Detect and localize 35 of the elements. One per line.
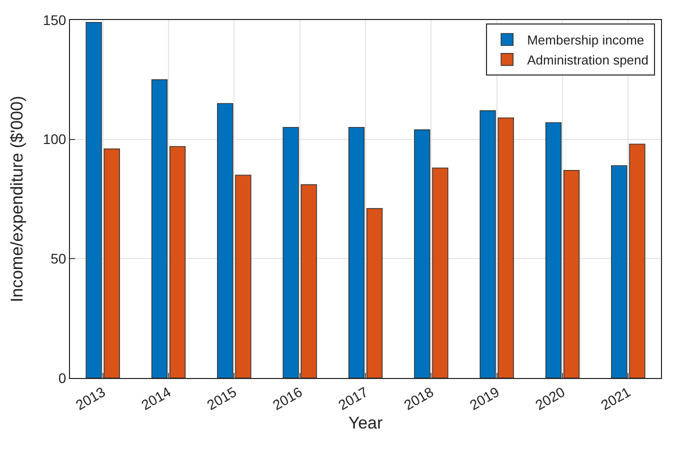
y-axis-title: Income/expenditure ($'000) — [7, 96, 26, 302]
bar — [151, 79, 168, 378]
legend-label: Membership income — [527, 32, 644, 48]
bar — [104, 148, 120, 378]
x-tick-label: 2016 — [270, 384, 306, 414]
bar — [498, 117, 514, 378]
x-tick-label: 2014 — [138, 384, 174, 414]
bar — [629, 144, 646, 378]
y-tick-label: 0 — [58, 370, 66, 386]
bar — [432, 168, 448, 378]
bar — [366, 208, 383, 378]
x-tick-label: 2019 — [466, 384, 502, 414]
bar — [545, 122, 562, 378]
bar — [282, 127, 299, 378]
bar — [217, 103, 234, 378]
bar — [480, 110, 496, 378]
x-tick-label: 2020 — [532, 384, 568, 414]
bar — [86, 22, 102, 378]
bar — [235, 174, 252, 378]
x-tick-label: 2018 — [401, 384, 436, 414]
y-tick-label: 50 — [50, 250, 66, 267]
bar — [414, 129, 430, 378]
bar — [169, 146, 186, 378]
y-tick-label: 100 — [42, 131, 66, 148]
y-tick-label: 150 — [42, 12, 66, 28]
x-axis-title: Year — [348, 413, 384, 432]
x-tick-label: 2017 — [336, 384, 371, 414]
bar — [563, 170, 580, 378]
bar — [300, 184, 317, 378]
bar — [348, 127, 365, 378]
x-tick-label: 2021 — [598, 384, 634, 414]
x-tick-label: 2013 — [72, 384, 108, 414]
bar — [611, 165, 628, 378]
x-tick-label: 2015 — [204, 384, 240, 414]
legend-label: Administration spend — [527, 52, 648, 68]
